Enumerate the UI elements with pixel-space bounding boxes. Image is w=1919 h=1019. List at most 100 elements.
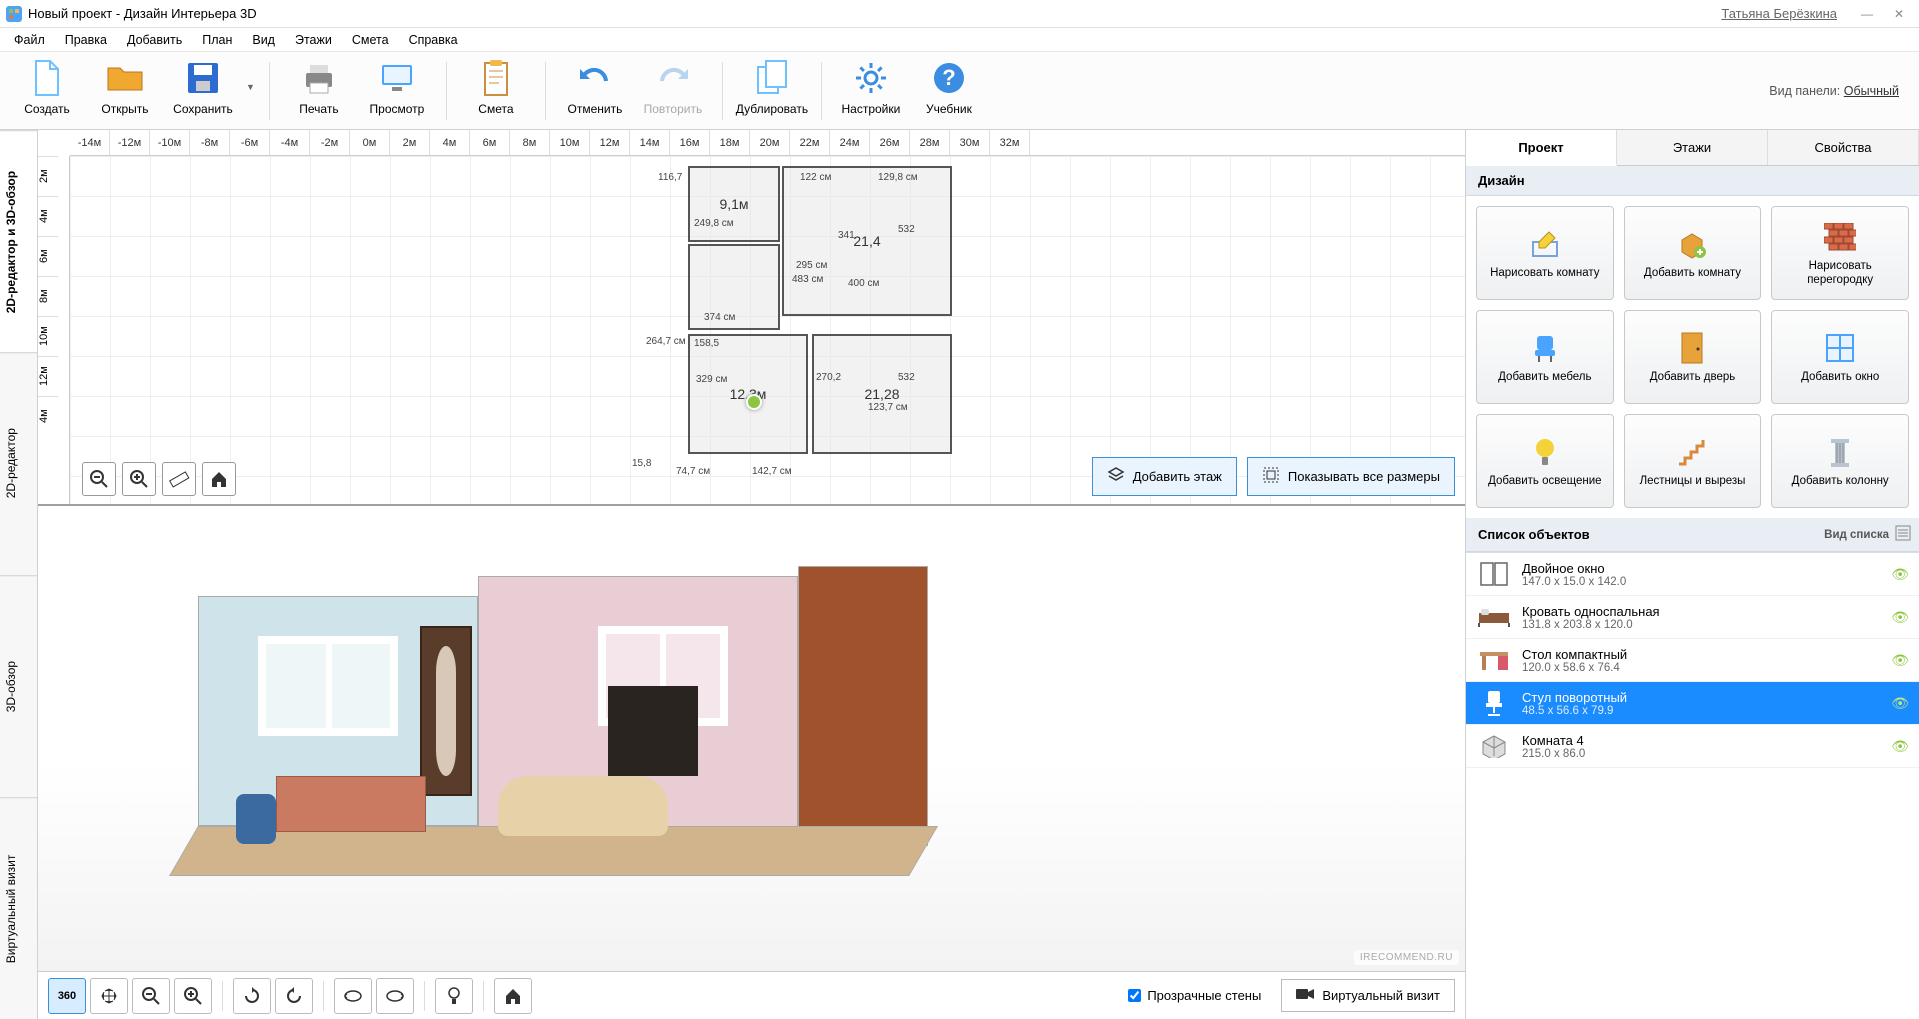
column-icon	[1822, 434, 1858, 470]
card-label: Нарисовать перегородку	[1776, 259, 1904, 288]
visibility-icon[interactable]: 👁	[1891, 738, 1909, 755]
menu-этажи[interactable]: Этажи	[285, 30, 342, 50]
card-pencil-room[interactable]: Нарисовать комнату	[1476, 206, 1614, 300]
toolbar-monitor-button[interactable]: Просмотр	[358, 54, 436, 120]
right-tab-проект[interactable]: Проект	[1466, 130, 1617, 166]
visibility-icon[interactable]: 👁	[1891, 695, 1909, 712]
toolbar-duplicate-button[interactable]: Дублировать	[733, 54, 811, 120]
zoom-out-button[interactable]	[82, 462, 116, 496]
object-row[interactable]: Кровать односпальная131.8 x 203.8 x 120.…	[1466, 596, 1919, 639]
visibility-icon[interactable]: 👁	[1891, 609, 1909, 626]
dimension-label: 374 см	[704, 312, 735, 323]
object-row[interactable]: Комната 4215.0 x 86.0 👁	[1466, 725, 1919, 768]
home-button[interactable]	[202, 462, 236, 496]
menu-добавить[interactable]: Добавить	[117, 30, 192, 50]
titlebar: Новый проект - Дизайн Интерьера 3D Татья…	[0, 0, 1919, 28]
object-row[interactable]: Стол компактный120.0 x 58.6 x 76.4 👁	[1466, 639, 1919, 682]
menu-правка[interactable]: Правка	[55, 30, 117, 50]
toolbar-folder-button[interactable]: Открыть	[86, 54, 164, 120]
zoom-out-button[interactable]	[132, 978, 170, 1014]
close-button[interactable]: ✕	[1885, 4, 1913, 24]
transparent-walls-checkbox[interactable]	[1128, 989, 1141, 1002]
menu-план[interactable]: План	[192, 30, 242, 50]
view-3d[interactable]: IRECOMMEND.RU 360 Прозрачные стены Вирту…	[38, 506, 1465, 1019]
panel-view: Вид панели: Обычный	[1769, 84, 1911, 98]
canvas-2d[interactable]: 9,1м21,412,3м21,28116,7122 см129,8 см249…	[70, 156, 1465, 504]
left-tab-2[interactable]: 3D-обзор	[0, 575, 37, 797]
minimize-button[interactable]: —	[1853, 4, 1881, 24]
card-column[interactable]: Добавить колонну	[1771, 414, 1909, 508]
add-floor-button[interactable]: Добавить этаж	[1092, 457, 1237, 496]
menu-вид[interactable]: Вид	[242, 30, 285, 50]
room[interactable]: 9,1м	[688, 166, 780, 242]
menu-смета[interactable]: Смета	[342, 30, 399, 50]
ruler-tick: 10м	[38, 316, 58, 356]
left-tab-0[interactable]: 2D-редактор и 3D-обзор	[0, 130, 37, 352]
visibility-icon[interactable]: 👁	[1891, 652, 1909, 669]
card-bricks[interactable]: Нарисовать перегородку	[1771, 206, 1909, 300]
camera-icon	[1296, 987, 1314, 1004]
scene-3d[interactable]	[198, 566, 1125, 949]
redo-icon	[653, 58, 693, 98]
ccw-button[interactable]	[275, 978, 313, 1014]
light-button[interactable]	[435, 978, 473, 1014]
pan-button[interactable]	[90, 978, 128, 1014]
floorplan[interactable]: 9,1м21,412,3м21,28116,7122 см129,8 см249…	[688, 166, 968, 486]
card-box-plus[interactable]: Добавить комнату	[1624, 206, 1762, 300]
virtual-visit-button[interactable]: Виртуальный визит	[1281, 979, 1455, 1012]
transparent-walls-toggle[interactable]: Прозрачные стены	[1128, 988, 1261, 1003]
rotate360-button[interactable]: 360	[48, 978, 86, 1014]
toolbar-clipboard-button[interactable]: Смета	[457, 54, 535, 120]
chair-icon	[1476, 688, 1512, 718]
dimensions-icon	[1262, 466, 1280, 487]
list-options-icon[interactable]	[1895, 525, 1911, 544]
zoom-in-button[interactable]	[174, 978, 212, 1014]
card-window[interactable]: Добавить окно	[1771, 310, 1909, 404]
orbit-r-button[interactable]	[376, 978, 414, 1014]
ruler-tick: 18м	[710, 130, 750, 155]
dimension-label: 74,7 см	[676, 466, 710, 477]
show-dimensions-button[interactable]: Показывать все размеры	[1247, 457, 1455, 496]
save-dropdown[interactable]: ▼	[242, 82, 259, 92]
objectlist-viewmode-link[interactable]: Вид списка	[1824, 529, 1889, 541]
user-name[interactable]: Татьяна Берёзкина	[1721, 6, 1837, 21]
room[interactable]: 21,4	[782, 166, 952, 316]
dimension-label: 249,8 см	[694, 218, 734, 229]
toolbar-printer-button[interactable]: Печать	[280, 54, 358, 120]
room[interactable]: 12,3м	[688, 334, 808, 454]
menu-файл[interactable]: Файл	[4, 30, 55, 50]
right-tab-свойства[interactable]: Свойства	[1768, 130, 1919, 165]
toolbar-help-button[interactable]: ?Учебник	[910, 54, 988, 120]
object-row[interactable]: Двойное окно147.0 x 15.0 x 142.0 👁	[1466, 553, 1919, 596]
cw-button[interactable]	[233, 978, 271, 1014]
orbit-l-button[interactable]	[334, 978, 372, 1014]
toolbar-file-button[interactable]: Создать	[8, 54, 86, 120]
origin-marker[interactable]	[746, 394, 762, 410]
card-bulb[interactable]: Добавить освещение	[1476, 414, 1614, 508]
menu-справка[interactable]: Справка	[399, 30, 468, 50]
ruler-button[interactable]	[162, 462, 196, 496]
visibility-icon[interactable]: 👁	[1891, 566, 1909, 583]
toolbar-gear-button[interactable]: Настройки	[832, 54, 910, 120]
card-chair[interactable]: Добавить мебель	[1476, 310, 1614, 404]
toolbar-label: Создать	[24, 102, 70, 116]
room[interactable]: 21,28	[812, 334, 952, 454]
card-label: Лестницы и вырезы	[1640, 474, 1746, 488]
toolbar-redo-button[interactable]: Повторить	[634, 54, 712, 120]
card-label: Добавить освещение	[1488, 474, 1601, 488]
card-stairs[interactable]: Лестницы и вырезы	[1624, 414, 1762, 508]
ruler-tick: 0м	[350, 130, 390, 155]
home-button[interactable]	[494, 978, 532, 1014]
toolbar-save-button[interactable]: Сохранить	[164, 54, 242, 120]
toolbar-undo-button[interactable]: Отменить	[556, 54, 634, 120]
object-name: Комната 4	[1522, 733, 1881, 748]
right-tab-этажи[interactable]: Этажи	[1617, 130, 1768, 165]
panel-view-link[interactable]: Обычный	[1844, 84, 1899, 98]
card-door[interactable]: Добавить дверь	[1624, 310, 1762, 404]
object-row[interactable]: Стул поворотный48.5 x 56.6 x 79.9 👁	[1466, 682, 1919, 725]
left-tab-3[interactable]: Виртуальный визит	[0, 797, 37, 1019]
zoom-in-button[interactable]	[122, 462, 156, 496]
toolbar-label: Повторить	[644, 102, 703, 116]
left-tab-1[interactable]: 2D-редактор	[0, 352, 37, 574]
view-2d[interactable]: -14м-12м-10м-8м-6м-4м-2м0м2м4м6м8м10м12м…	[38, 130, 1465, 506]
